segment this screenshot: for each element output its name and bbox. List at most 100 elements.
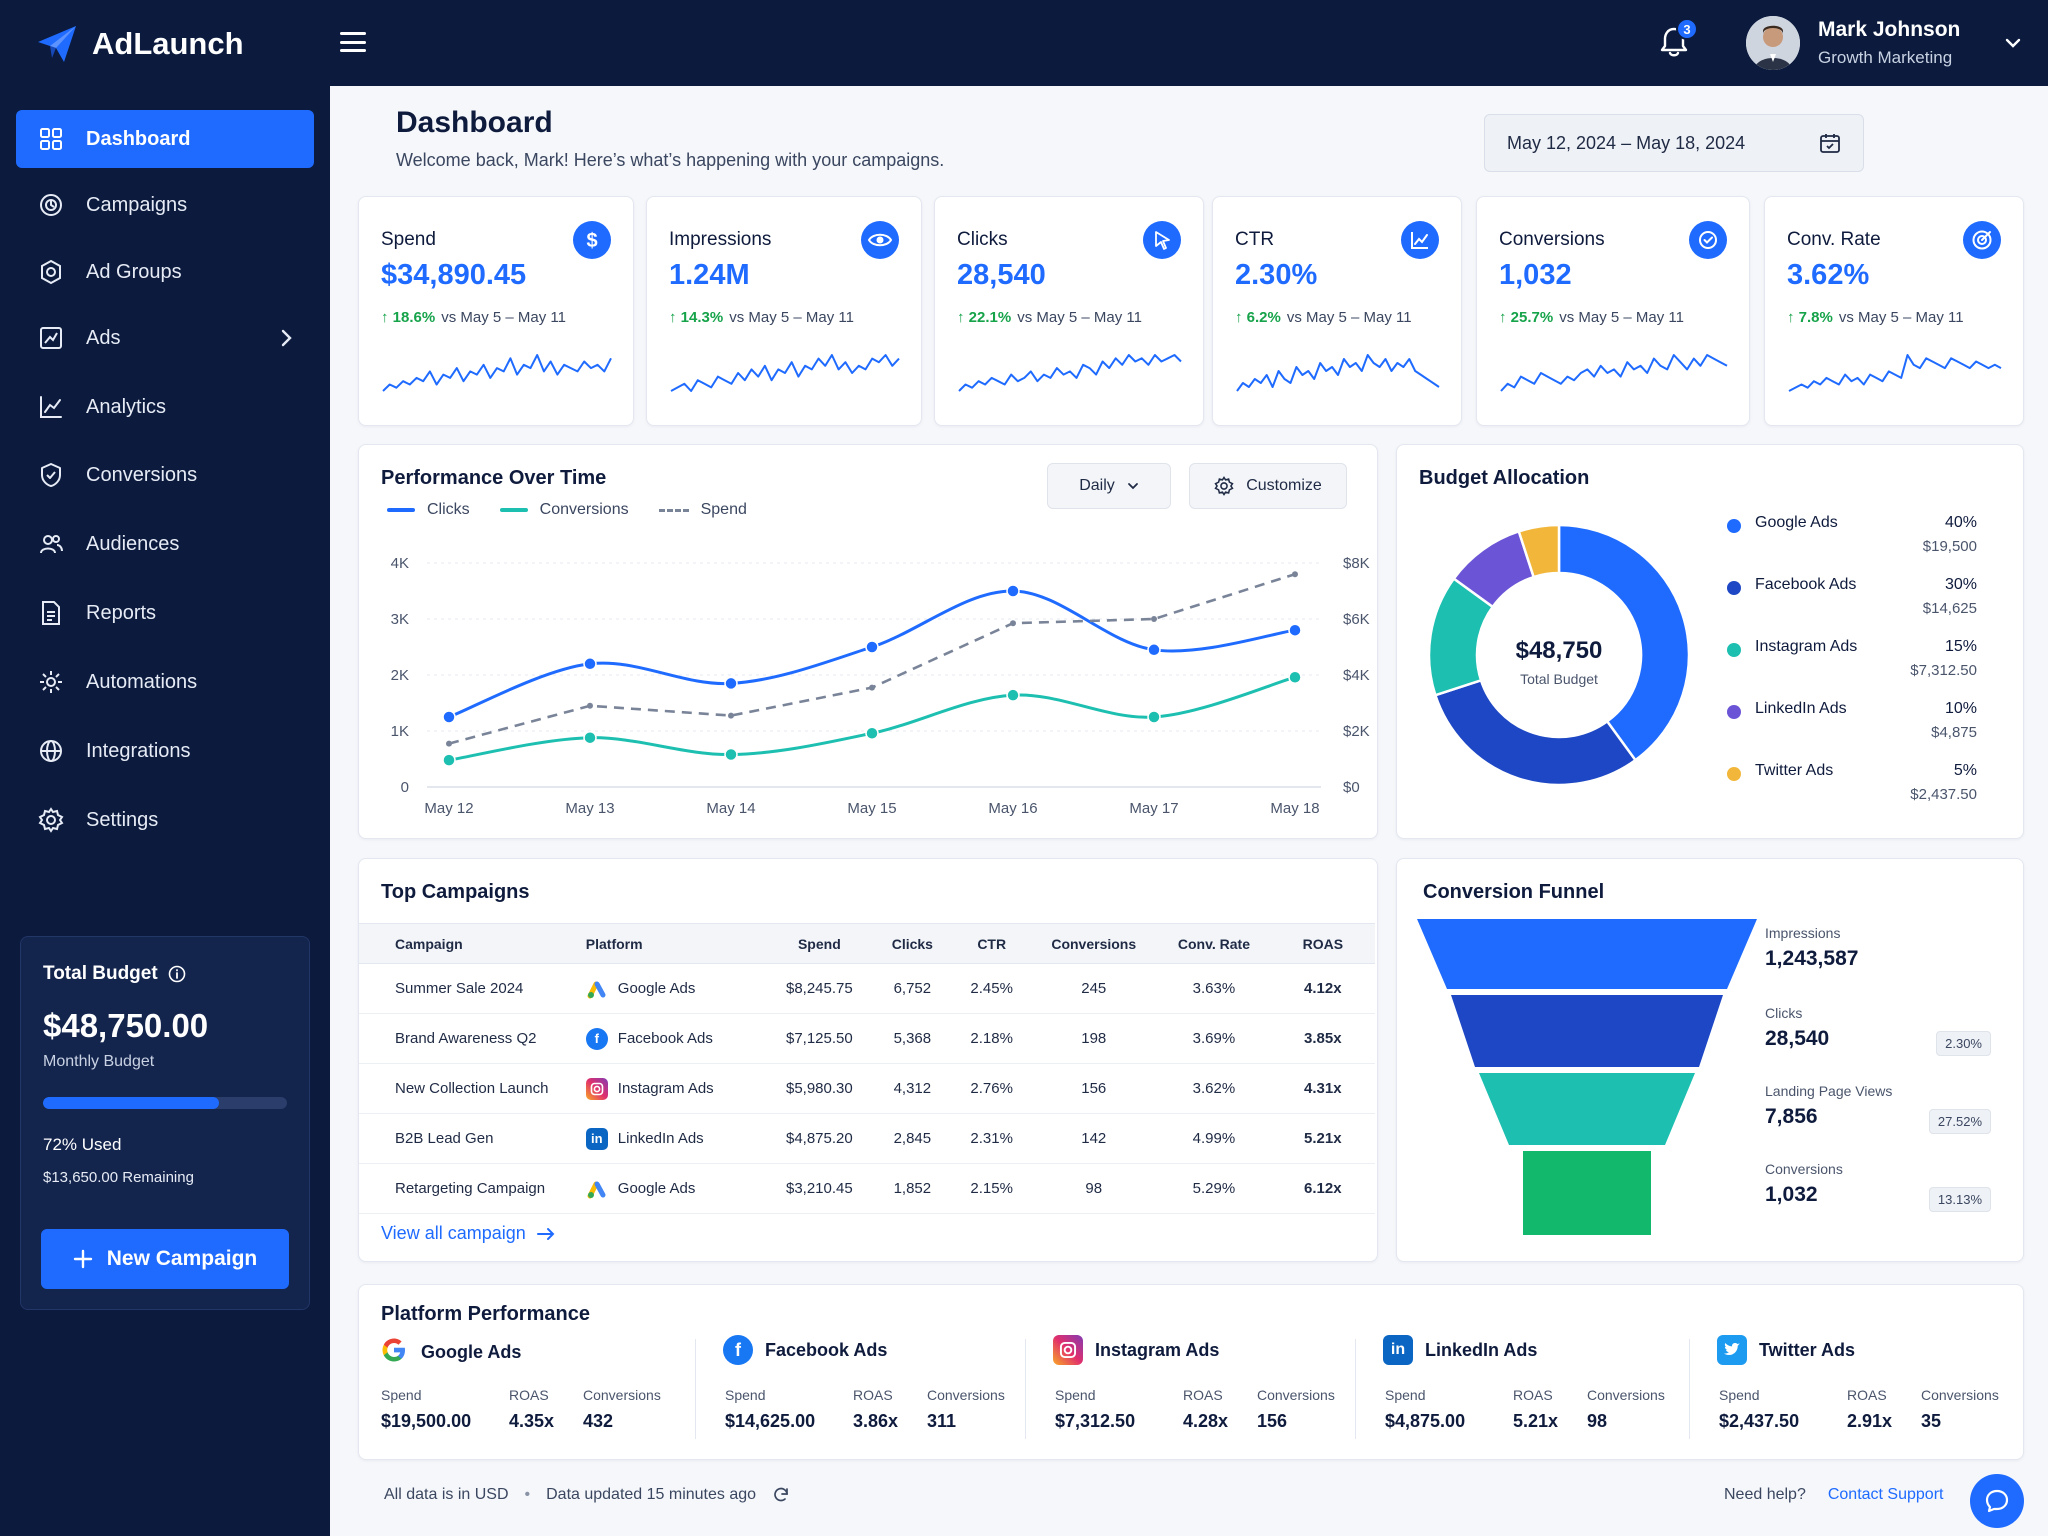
sidebar-item-dashboard[interactable]: Dashboard bbox=[16, 110, 314, 168]
view-all-campaigns-link[interactable]: View all campaign bbox=[381, 1223, 556, 1244]
campaign-name-link[interactable]: Retargeting Campaign bbox=[359, 1163, 586, 1214]
metric-label: Spend bbox=[1385, 1387, 1426, 1403]
data-point-clicks[interactable] bbox=[1006, 584, 1020, 598]
campaign-name-link[interactable]: New Collection Launch bbox=[359, 1063, 586, 1114]
funnel-stage-landing-page-views[interactable] bbox=[1479, 1073, 1695, 1145]
date-range-picker[interactable]: May 12, 2024 – May 18, 2024 bbox=[1484, 114, 1864, 172]
funnel-stage-impressions[interactable] bbox=[1417, 919, 1757, 989]
platform-item-facebook-ads[interactable]: f Facebook Ads Spend $14,625.00 ROAS 3.86x Con… bbox=[723, 1335, 1043, 1455]
legend-clicks[interactable]: Clicks bbox=[387, 501, 470, 519]
campaign-name-link[interactable]: B2B Lead Gen bbox=[359, 1113, 586, 1164]
budget-legend-item[interactable]: LinkedIn Ads 10% $4,875 bbox=[1727, 697, 1977, 747]
budget-legend-item[interactable]: Facebook Ads 30% $14,625 bbox=[1727, 573, 1977, 623]
data-point-spend[interactable] bbox=[728, 712, 734, 719]
budget-legend-item[interactable]: Twitter Ads 5% $2,437.50 bbox=[1727, 759, 1977, 809]
column-header[interactable]: Clicks bbox=[871, 923, 954, 964]
donut-slice-facebook-ads[interactable] bbox=[1433, 678, 1638, 787]
platform-item-linkedin-ads[interactable]: in LinkedIn Ads Spend $4,875.00 ROAS 5.21x Con… bbox=[1383, 1335, 1703, 1455]
column-header[interactable]: Conv. Rate bbox=[1157, 923, 1271, 964]
campaign-name-link[interactable]: Summer Sale 2024 bbox=[359, 963, 586, 1014]
kpi-sparkline bbox=[1788, 354, 2002, 392]
sidebar-item-ad-groups[interactable]: Ad Groups bbox=[16, 243, 314, 301]
sidebar-item-settings[interactable]: Settings bbox=[16, 791, 314, 849]
data-point-clicks[interactable] bbox=[1147, 643, 1161, 657]
platform-name: Facebook Ads bbox=[765, 1339, 888, 1360]
data-point-clicks[interactable] bbox=[865, 640, 879, 654]
kpi-card-clicks[interactable]: Clicks 28,540 ↑ 22.1% vs May 5 – May 11 bbox=[934, 196, 1204, 426]
legend-conversions[interactable]: Conversions bbox=[499, 501, 629, 519]
column-header[interactable]: CTR bbox=[953, 923, 1031, 964]
sidebar-item-audiences[interactable]: Audiences bbox=[16, 515, 314, 573]
sidebar-item-campaigns[interactable]: Campaigns bbox=[16, 176, 314, 234]
data-point-clicks[interactable] bbox=[1288, 623, 1302, 637]
funnel-stage-label: Clicks bbox=[1765, 1005, 1803, 1021]
metric-value: 432 bbox=[583, 1411, 614, 1431]
table-row[interactable]: B2B Lead Gen in LinkedIn Ads $4,875.20 2,845… bbox=[359, 1113, 1375, 1164]
column-header[interactable]: Campaign bbox=[359, 923, 586, 964]
data-point-conversions[interactable] bbox=[1006, 688, 1020, 702]
column-header[interactable]: Conversions bbox=[1030, 923, 1158, 964]
data-point-conversions[interactable] bbox=[583, 730, 597, 745]
refresh-icon[interactable] bbox=[772, 1486, 790, 1504]
budget-legend-item[interactable]: Instagram Ads 15% $7,312.50 bbox=[1727, 635, 1977, 685]
funnel-stage-clicks[interactable] bbox=[1451, 995, 1723, 1067]
budget-title-text: Total Budget bbox=[43, 963, 158, 984]
data-point-spend[interactable] bbox=[446, 740, 452, 747]
data-point-spend[interactable] bbox=[1292, 571, 1298, 578]
data-point-spend[interactable] bbox=[1010, 620, 1016, 627]
sidebar-item-automations[interactable]: Automations bbox=[16, 653, 314, 711]
data-point-spend[interactable] bbox=[1151, 616, 1157, 622]
legend-spend[interactable]: Spend bbox=[658, 501, 747, 519]
data-point-clicks[interactable] bbox=[583, 657, 597, 671]
donut-slice-google-ads[interactable] bbox=[1557, 523, 1691, 762]
sidebar-item-integrations[interactable]: Integrations bbox=[16, 722, 314, 780]
kpi-card-spend[interactable]: Spend $ $34,890.45 ↑ 18.6% vs May 5 – May 11 bbox=[358, 196, 634, 426]
column-header[interactable]: ROAS bbox=[1270, 923, 1375, 964]
funnel-stage-conversions[interactable] bbox=[1523, 1151, 1651, 1235]
sidebar-item-reports[interactable]: Reports bbox=[16, 584, 314, 642]
sidebar-item-analytics[interactable]: Analytics bbox=[16, 378, 314, 436]
funnel-rate-badge: 13.13% bbox=[1928, 1187, 1991, 1212]
data-point-conversions[interactable] bbox=[865, 726, 879, 740]
campaign-name-link[interactable]: Brand Awareness Q2 bbox=[359, 1013, 586, 1064]
data-point-clicks[interactable] bbox=[724, 676, 738, 691]
data-point-conversions[interactable] bbox=[1288, 670, 1302, 684]
budget-legend-item[interactable]: Google Ads 40% $19,500 bbox=[1727, 511, 1977, 561]
new-campaign-button[interactable]: New Campaign bbox=[41, 1229, 289, 1289]
kpi-card-ctr[interactable]: CTR 2.30% ↑ 6.2% vs May 5 – May 11 bbox=[1212, 196, 1462, 426]
kpi-label: Spend bbox=[381, 229, 436, 250]
data-point-conversions[interactable] bbox=[724, 747, 738, 762]
platform-item-twitter-ads[interactable]: Twitter Ads Spend $2,437.50 ROAS 2.91x Conver… bbox=[1717, 1335, 2037, 1455]
period-select[interactable]: Daily bbox=[1047, 463, 1171, 509]
info-icon[interactable] bbox=[168, 965, 186, 983]
metric-label: Spend bbox=[1719, 1387, 1760, 1403]
donut-slice-twitter-ads[interactable] bbox=[1517, 523, 1561, 579]
sidebar-item-ads[interactable]: Ads bbox=[16, 309, 314, 367]
data-point-spend[interactable] bbox=[587, 702, 593, 709]
app-logo[interactable]: AdLaunch bbox=[36, 24, 244, 64]
table-row[interactable]: Retargeting Campaign Google Ads $3,210.45 1… bbox=[359, 1163, 1375, 1214]
data-point-conversions[interactable] bbox=[442, 753, 456, 767]
data-point-spend[interactable] bbox=[869, 684, 875, 691]
table-row[interactable]: Summer Sale 2024 Google Ads $8,245.75 6,752… bbox=[359, 963, 1375, 1014]
data-point-conversions[interactable] bbox=[1147, 710, 1161, 724]
platform-item-instagram-ads[interactable]: Instagram Ads Spend $7,312.50 ROAS 4.28x Conv… bbox=[1053, 1335, 1373, 1455]
user-menu[interactable]: Mark Johnson Growth Marketing bbox=[1746, 16, 2022, 70]
kpi-card-impressions[interactable]: Impressions 1.24M ↑ 14.3% vs May 5 – May 11 bbox=[646, 196, 922, 426]
data-point-clicks[interactable] bbox=[442, 710, 456, 724]
platform-item-google-ads[interactable]: Google Ads Spend $19,500.00 ROAS 4.35x Conver… bbox=[379, 1335, 699, 1455]
sidebar: Dashboard Campaigns Ad Groups Ads Analyt… bbox=[0, 86, 330, 1536]
chat-button[interactable] bbox=[1970, 1474, 2024, 1528]
contact-support-link[interactable]: Contact Support bbox=[1827, 1486, 1944, 1503]
table-row[interactable]: New Collection Launch Instagram Ads $5,980… bbox=[359, 1063, 1375, 1114]
column-header[interactable]: Platform bbox=[585, 923, 768, 964]
menu-toggle-button[interactable] bbox=[340, 32, 366, 52]
funnel-stage-info: Clicks 28,540 2.30% bbox=[1765, 1005, 2005, 1056]
customize-button[interactable]: Customize bbox=[1189, 463, 1347, 509]
column-header[interactable]: Spend bbox=[767, 923, 872, 964]
kpi-card-conv-rate[interactable]: Conv. Rate 3.62% ↑ 7.8% vs May 5 – May 11 bbox=[1764, 196, 2024, 426]
metric-label: ROAS bbox=[853, 1387, 893, 1403]
kpi-card-conversions[interactable]: Conversions 1,032 ↑ 25.7% vs May 5 – May 11 bbox=[1476, 196, 1750, 426]
table-row[interactable]: Brand Awareness Q2 f Facebook Ads $7,125.50… bbox=[359, 1013, 1375, 1064]
sidebar-item-conversions[interactable]: Conversions bbox=[16, 446, 314, 504]
